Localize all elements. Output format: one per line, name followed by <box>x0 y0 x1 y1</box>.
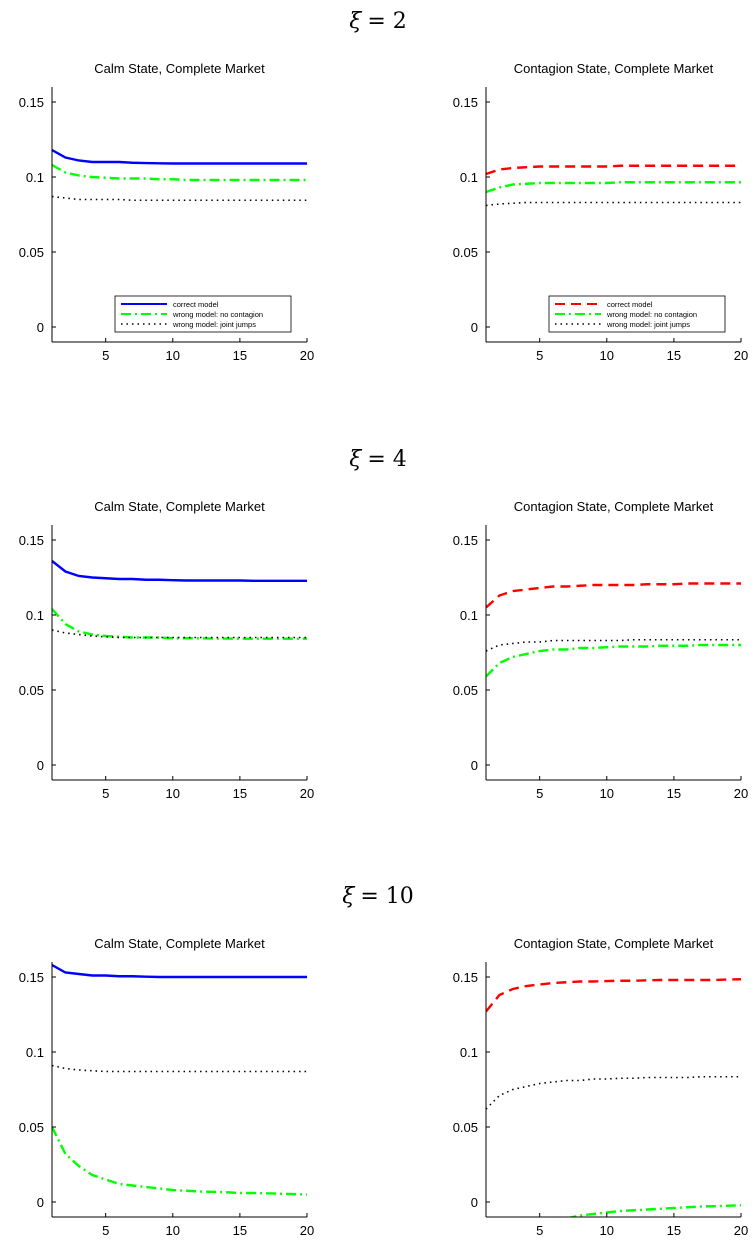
y-tick-label: 0.05 <box>19 245 44 260</box>
x-tick-label: 5 <box>536 1223 543 1238</box>
y-tick-label: 0.05 <box>19 683 44 698</box>
row-label-value: = 10 <box>360 884 413 909</box>
y-tick-label: 0.15 <box>19 95 44 110</box>
y-tick-label: 0 <box>471 1195 478 1210</box>
row-label-value: = 4 <box>367 447 406 472</box>
legend-box <box>114 295 292 333</box>
y-tick-label: 0.05 <box>19 1120 44 1135</box>
x-tick-label: 10 <box>600 786 614 801</box>
row-label-symbol: ξ <box>342 884 356 909</box>
legend-label: wrong model: joint jumps <box>172 320 256 329</box>
series-line <box>52 1126 307 1196</box>
x-tick-label: 5 <box>102 1223 109 1238</box>
x-tick-label: 10 <box>600 348 614 363</box>
chart-title: Contagion State, Complete Market <box>514 936 714 951</box>
chart-title: Calm State, Complete Market <box>94 61 265 76</box>
series-line <box>486 978 741 1013</box>
x-tick-label: 20 <box>734 348 748 363</box>
y-tick-label: 0.05 <box>453 245 478 260</box>
row-label: ξ = 10 <box>342 884 414 909</box>
legend-label: wrong model: joint jumps <box>606 320 690 329</box>
x-tick-label: 20 <box>300 786 314 801</box>
x-tick-label: 20 <box>734 786 748 801</box>
x-tick-label: 5 <box>536 348 543 363</box>
x-tick-label: 5 <box>102 348 109 363</box>
chart-panel: ξ = 2 Calm State, Complete Market 5 10 15 20 0 0… <box>19 9 407 363</box>
x-tick-label: 15 <box>667 348 681 363</box>
y-tick-label: 0.15 <box>453 970 478 985</box>
x-tick-label: 20 <box>300 1223 314 1238</box>
y-tick-label: 0 <box>471 320 478 335</box>
series-line <box>486 582 741 609</box>
series-line <box>486 201 741 207</box>
x-tick-label: 20 <box>300 348 314 363</box>
x-tick-label: 10 <box>166 348 180 363</box>
series-line <box>486 643 741 678</box>
chart-panel: Contagion State, Complete Market 5 10 15 20 0… <box>453 61 749 363</box>
x-tick-label: 15 <box>667 786 681 801</box>
x-tick-label: 5 <box>102 786 109 801</box>
chart-title: Calm State, Complete Market <box>94 936 265 951</box>
chart-panel: Contagion State, Complete Market 5 10 15 20 0… <box>453 936 749 1238</box>
series-line <box>52 163 307 182</box>
chart-panel: ξ = 10 Calm State, Complete Market 5 10 15 20 0… <box>19 884 414 1238</box>
y-tick-label: 0 <box>37 1195 44 1210</box>
legend-label: correct model <box>607 300 653 309</box>
y-tick-label: 0 <box>471 758 478 773</box>
chart-title: Calm State, Complete Market <box>94 499 265 514</box>
row-label: ξ = 2 <box>349 9 407 34</box>
series-line <box>52 560 307 582</box>
y-tick-label: 0.1 <box>26 1045 44 1060</box>
y-tick-label: 0.15 <box>19 970 44 985</box>
series-line <box>52 148 307 165</box>
chart-panel: Contagion State, Complete Market 5 10 15 20 0… <box>453 499 749 801</box>
row-label-value: = 2 <box>367 9 406 34</box>
legend-label: correct model <box>173 300 219 309</box>
x-tick-label: 20 <box>734 1223 748 1238</box>
y-tick-label: 0.15 <box>453 95 478 110</box>
y-tick-label: 0.15 <box>453 533 478 548</box>
series-line <box>52 608 307 640</box>
x-tick-label: 10 <box>166 1223 180 1238</box>
y-tick-label: 0.1 <box>460 1045 478 1060</box>
series-line <box>52 1064 307 1073</box>
y-tick-label: 0.1 <box>460 608 478 623</box>
x-tick-label: 15 <box>233 786 247 801</box>
legend-label: wrong model: no contagion <box>172 310 263 319</box>
x-tick-label: 15 <box>233 348 247 363</box>
y-tick-label: 0.05 <box>453 1120 478 1135</box>
series-line <box>567 1204 741 1217</box>
x-tick-label: 15 <box>667 1223 681 1238</box>
chart-title: Contagion State, Complete Market <box>514 499 714 514</box>
x-tick-label: 10 <box>166 786 180 801</box>
series-line <box>486 1075 741 1110</box>
x-tick-label: 10 <box>600 1223 614 1238</box>
y-tick-label: 0.1 <box>26 608 44 623</box>
y-tick-label: 0.15 <box>19 533 44 548</box>
series-line <box>486 164 741 176</box>
y-tick-label: 0 <box>37 758 44 773</box>
y-tick-label: 0 <box>37 320 44 335</box>
series-line <box>52 963 307 979</box>
chart-panel: ξ = 4 Calm State, Complete Market 5 10 15 20 0 0… <box>19 447 407 801</box>
row-label-symbol: ξ <box>349 9 363 34</box>
y-tick-label: 0.1 <box>26 170 44 185</box>
y-tick-label: 0.05 <box>453 683 478 698</box>
chart-title: Contagion State, Complete Market <box>514 61 714 76</box>
y-tick-label: 0.1 <box>460 170 478 185</box>
x-tick-label: 5 <box>536 786 543 801</box>
row-label-symbol: ξ <box>349 447 363 472</box>
row-label: ξ = 4 <box>349 447 407 472</box>
series-line <box>486 181 741 194</box>
series-line <box>52 195 307 202</box>
x-tick-label: 15 <box>233 1223 247 1238</box>
legend-label: wrong model: no contagion <box>606 310 697 319</box>
